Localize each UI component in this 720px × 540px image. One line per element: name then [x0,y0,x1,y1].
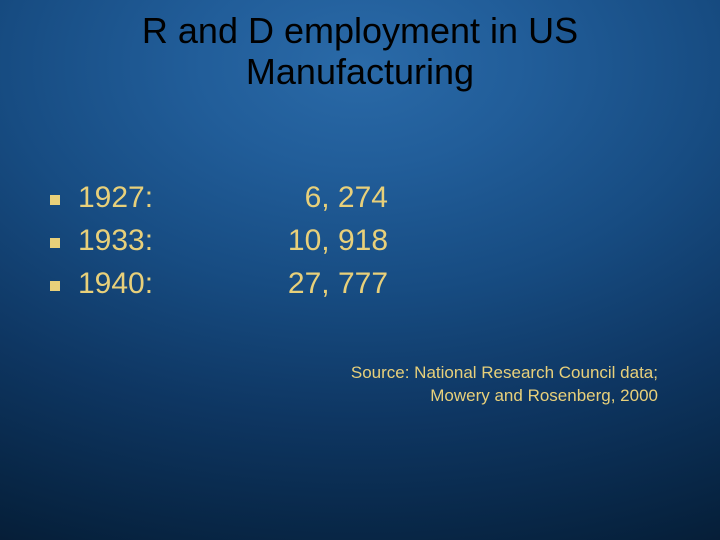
title-line-2: Manufacturing [246,51,474,92]
value-label: 27, 777 [248,264,388,303]
value-label: 10, 918 [248,221,388,260]
bullet-icon [50,281,60,291]
value-label: 6, 274 [248,178,388,217]
title-line-1: R and D employment in US [142,10,578,51]
slide: R and D employment in US Manufacturing 1… [0,0,720,540]
source-citation: Source: National Research Council data; … [351,362,658,408]
slide-title: R and D employment in US Manufacturing [0,0,720,93]
source-line-1: Source: National Research Council data; [351,362,658,385]
source-line-2: Mowery and Rosenberg, 2000 [351,385,658,408]
list-item: 1927: 6, 274 [50,178,470,217]
list-item: 1940: 27, 777 [50,264,470,303]
year-label: 1940: [78,264,248,303]
bullet-icon [50,195,60,205]
bullet-icon [50,238,60,248]
list-item: 1933: 10, 918 [50,221,470,260]
year-label: 1933: [78,221,248,260]
year-label: 1927: [78,178,248,217]
data-list: 1927: 6, 274 1933: 10, 918 1940: 27, 777 [50,178,470,307]
